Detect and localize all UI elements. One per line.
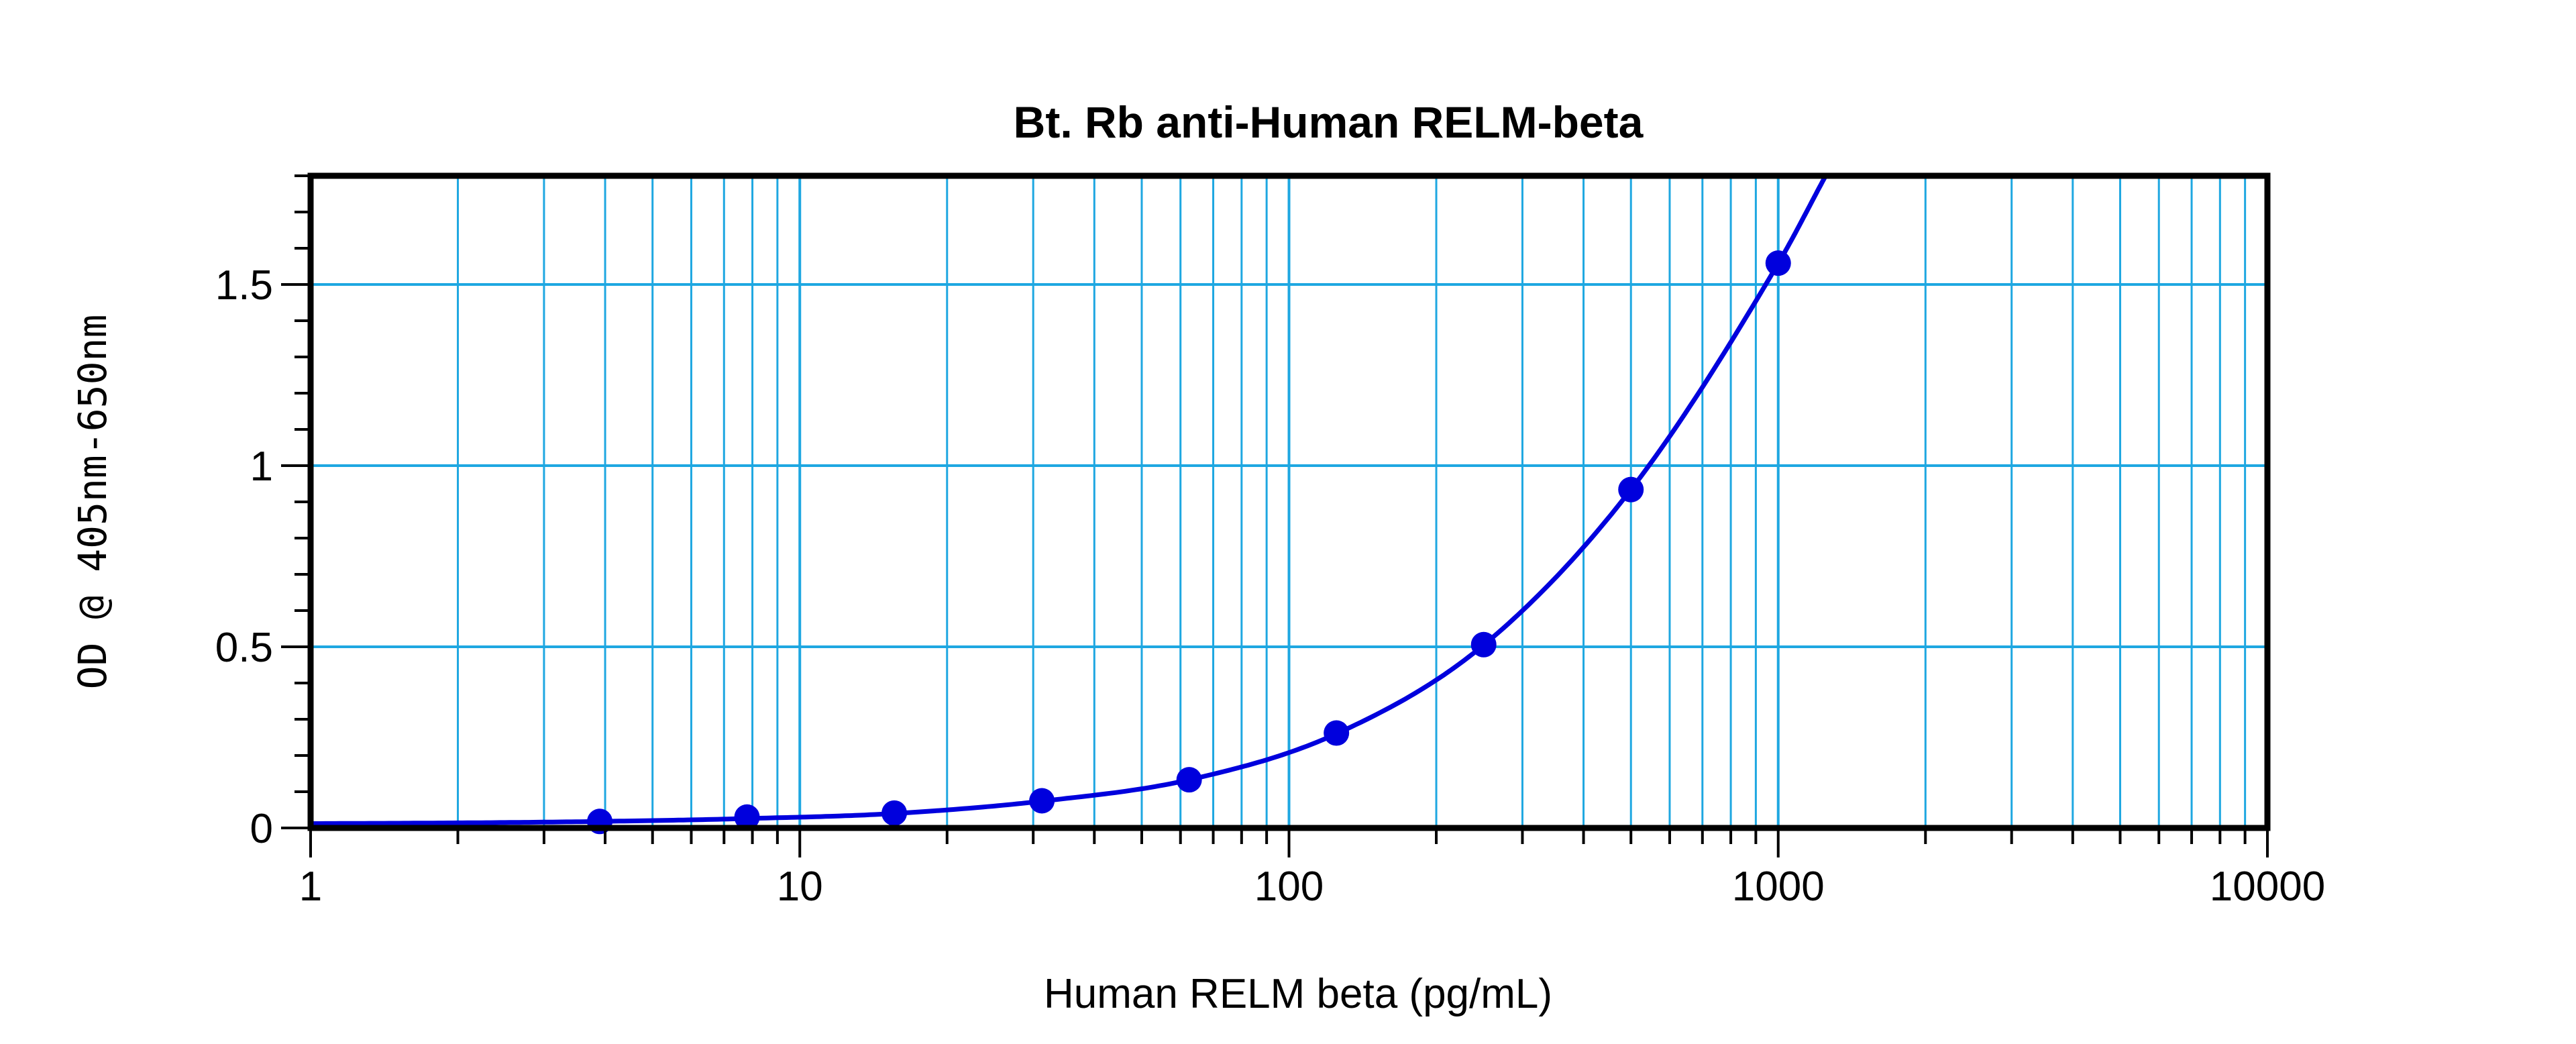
data-point <box>1470 631 1497 658</box>
chart-title: Bt. Rb anti-Human RELM-beta <box>1014 97 1644 147</box>
y-tick-label: 1 <box>250 443 273 490</box>
x-tick-label: 10 <box>777 864 823 910</box>
x-tick-label: 1 <box>299 864 322 910</box>
grid-lines <box>311 176 2267 828</box>
fit-curve-line <box>311 174 1828 826</box>
data-point <box>881 800 908 826</box>
y-axis-label: OD @ 405nm-650nm <box>70 315 115 690</box>
data-point <box>734 804 760 830</box>
y-tick-label: 1.5 <box>215 262 273 309</box>
y-tick-label: 0.5 <box>215 625 273 671</box>
x-tick-label: 100 <box>1254 864 1324 910</box>
data-point <box>1029 788 1055 814</box>
fit-curve <box>311 174 1828 826</box>
data-point <box>1765 250 1791 276</box>
y-tick-label: 0 <box>250 806 273 852</box>
data-point <box>1324 720 1350 746</box>
data-points <box>587 250 1791 835</box>
x-axis-label: Human RELM beta (pg/mL) <box>1044 971 1552 1017</box>
data-point <box>1618 476 1644 503</box>
x-axis-ticks: 1 10 100 1000 10000 <box>299 828 2325 910</box>
y-axis-ticks: 0 0.5 1 1.5 <box>215 174 311 852</box>
x-tick-label: 10000 <box>2210 864 2325 910</box>
x-tick-label: 1000 <box>1732 864 1825 910</box>
data-point <box>1176 767 1202 793</box>
